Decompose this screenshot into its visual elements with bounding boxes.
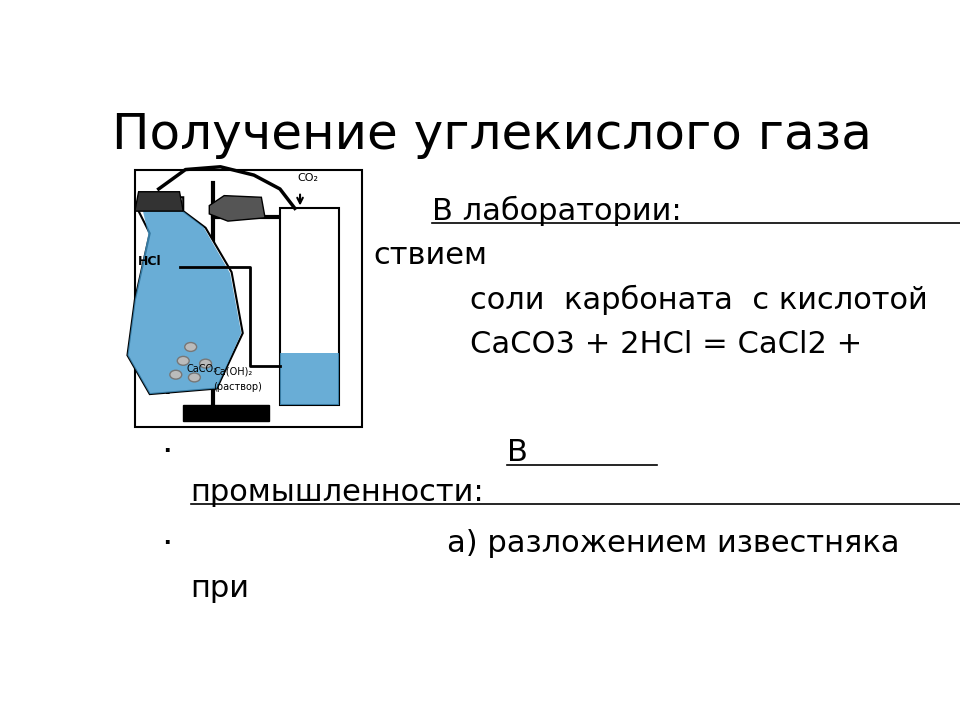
Polygon shape	[128, 197, 243, 394]
Circle shape	[200, 359, 211, 368]
Text: CO₂: CO₂	[297, 173, 318, 183]
Bar	[183, 405, 269, 420]
Text: CaCO₃: CaCO₃	[186, 364, 217, 374]
Text: Ca(OH)₂: Ca(OH)₂	[213, 367, 252, 377]
Text: соли  карбоната  с кислотой: соли карбоната с кислотой	[469, 284, 927, 315]
Text: а) разложением известняка: а) разложением известняка	[447, 529, 900, 558]
Circle shape	[170, 370, 181, 379]
Text: HCl: HCl	[138, 255, 161, 268]
Bar	[134, 169, 362, 428]
Text: при: при	[191, 574, 250, 603]
Text: ·: ·	[161, 527, 173, 561]
Text: В: В	[507, 438, 528, 467]
Text: CaCO3 + 2HCl = CaCl2 +: CaCO3 + 2HCl = CaCl2 +	[469, 330, 862, 359]
Circle shape	[178, 356, 189, 365]
Text: Получение углекислого газа: Получение углекислого газа	[112, 112, 872, 159]
Bar	[280, 208, 340, 405]
Circle shape	[184, 343, 197, 351]
Polygon shape	[128, 208, 241, 394]
Text: ·: ·	[161, 377, 173, 411]
Text: В лаборатории:: В лаборатории:	[432, 196, 683, 226]
Bar	[280, 353, 340, 405]
Text: ·: ·	[161, 436, 173, 469]
Text: промышленности:: промышленности:	[191, 478, 484, 507]
Text: (раствор): (раствор)	[213, 382, 262, 392]
Circle shape	[188, 373, 201, 382]
Text: ствием: ствием	[372, 241, 487, 270]
Polygon shape	[209, 196, 265, 221]
Polygon shape	[134, 192, 183, 211]
